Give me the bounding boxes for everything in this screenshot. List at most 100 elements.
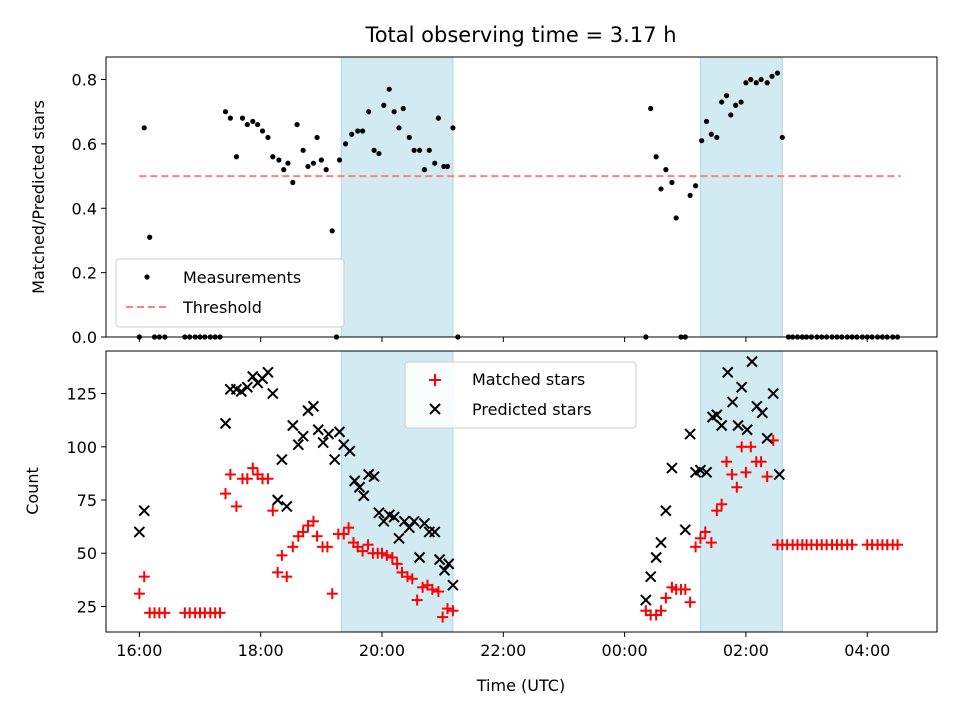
predicted-star-point [741, 424, 753, 436]
predicted-star-point [393, 532, 405, 545]
predicted-star-point [640, 594, 652, 606]
measurement-point [239, 115, 246, 121]
matched-star-point [721, 456, 733, 468]
matched-star-point [690, 541, 702, 553]
predicted-star-point [403, 521, 415, 534]
bottom-y-tick-label: 50 [77, 544, 97, 563]
measurement-point [300, 147, 306, 153]
matched-star-point [230, 500, 242, 512]
predicted-star-point [429, 526, 441, 538]
measurement-point [421, 167, 428, 173]
predicted-star-point [650, 551, 662, 564]
measurement-point [663, 167, 669, 173]
matched-star-point [432, 586, 444, 598]
measurement-point [386, 86, 392, 92]
predicted-star-point [297, 430, 309, 442]
measurement-point [719, 99, 725, 105]
measurement-point [435, 115, 441, 121]
matched-star-point [745, 441, 757, 453]
predicted-star-point [418, 517, 431, 530]
bottom-x-tick-label: 00:00 [602, 641, 648, 660]
matched-star-point [267, 505, 279, 517]
matched-star-points [133, 434, 904, 623]
matched-star-point [426, 583, 438, 595]
matched-star-point [297, 526, 309, 538]
predicted-star-point [247, 370, 259, 383]
predicted-star-point [133, 526, 146, 538]
matched-star-point [694, 532, 706, 544]
matched-star-point [287, 541, 299, 553]
predicted-star-point [262, 366, 274, 378]
bottom-y-ticks: 25 50 75 100 125 [66, 385, 106, 616]
measurement-point [342, 141, 349, 147]
measurement-point [314, 134, 320, 141]
bottom-x-tick-label: 02:00 [723, 641, 769, 660]
legend-threshold-label: Threshold [182, 298, 262, 317]
predicted-star-point [138, 504, 150, 517]
top-panel: 0.00.20.40.60.8 Matched/Predicted stars … [29, 56, 938, 347]
bottom-x-tick-label: 22:00 [480, 641, 526, 660]
predicted-star-point [726, 396, 739, 408]
measurement-point [699, 138, 705, 144]
measurement-point [653, 154, 659, 160]
predicted-star-point [746, 355, 758, 368]
matched-star-point [357, 545, 369, 557]
predicted-star-point [292, 438, 304, 451]
matched-star-point [133, 588, 145, 600]
predicted-star-point [307, 400, 320, 413]
measurement-point [305, 163, 311, 170]
measurement-point [748, 76, 754, 83]
measurement-point [222, 109, 229, 115]
matched-star-point [411, 594, 423, 606]
predicted-star-point [433, 553, 446, 566]
measurement-point [318, 157, 324, 163]
top-legend: Measurements Threshold [115, 258, 345, 328]
matched-star-point [272, 566, 284, 578]
matched-star-point [381, 549, 393, 561]
matched-star-point [311, 530, 323, 542]
top-shaded-interval-1 [699, 56, 783, 338]
matched-star-point [726, 468, 738, 480]
predicted-star-point [773, 468, 785, 481]
matched-star-point [406, 573, 418, 585]
bottom-y-tick-label: 25 [77, 597, 97, 616]
predicted-star-point [328, 453, 341, 466]
matched-star-point [241, 473, 253, 485]
bottom-x-tick-label: 20:00 [359, 641, 405, 660]
measurement-point [648, 105, 654, 112]
measurement-point [276, 157, 282, 163]
matched-star-point [711, 505, 723, 517]
matched-star-point [224, 468, 236, 480]
measurement-point [244, 121, 250, 128]
predicted-star-point [447, 579, 459, 591]
matched-star-point [401, 571, 413, 583]
matched-star-point [159, 607, 171, 619]
measurement-point [141, 125, 147, 131]
top-y-tick-label: 0.0 [72, 328, 97, 347]
predicted-star-point [735, 381, 748, 393]
measurement-point [444, 163, 451, 170]
measurement-point [758, 76, 764, 83]
matched-star-point [391, 558, 403, 570]
matched-star-point [376, 547, 388, 559]
matched-star-point [307, 515, 319, 527]
measurement-point [349, 131, 355, 137]
predicted-star-point [333, 426, 346, 438]
matched-star-point [660, 592, 672, 604]
measurement-point [441, 163, 447, 170]
matched-star-point [138, 571, 150, 583]
measurement-point [371, 147, 377, 153]
measurement-point [687, 192, 693, 198]
matched-star-point [684, 596, 696, 608]
measurement-point [723, 93, 730, 99]
matched-star-point [755, 456, 767, 468]
predicted-star-point [388, 511, 400, 523]
predicted-star-point [655, 536, 667, 549]
measurement-point [366, 109, 372, 115]
predicted-star-point [281, 500, 293, 513]
bottom-x-tick-label: 16:00 [116, 641, 162, 660]
predicted-star-point [276, 453, 288, 466]
measurement-point [323, 167, 329, 173]
predicted-star-point [756, 407, 769, 419]
